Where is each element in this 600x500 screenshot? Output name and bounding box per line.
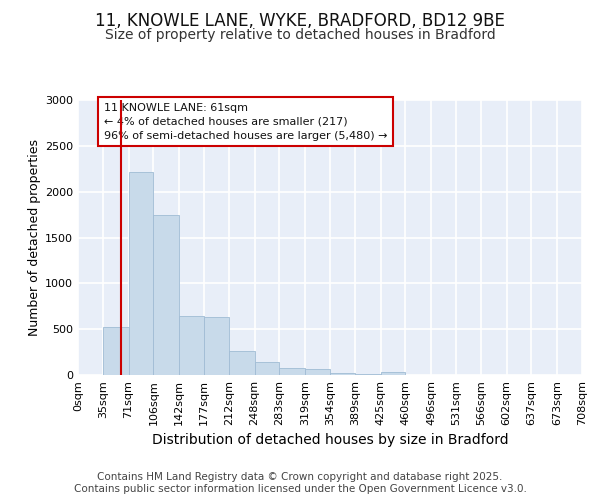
Bar xyxy=(128,172,154,375)
Bar xyxy=(229,351,254,375)
Bar xyxy=(154,214,179,375)
Bar xyxy=(355,374,380,375)
Bar xyxy=(103,328,128,375)
Text: Contains HM Land Registry data © Crown copyright and database right 2025.
Contai: Contains HM Land Registry data © Crown c… xyxy=(74,472,526,494)
X-axis label: Distribution of detached houses by size in Bradford: Distribution of detached houses by size … xyxy=(152,434,508,448)
Bar xyxy=(305,368,330,375)
Bar xyxy=(254,362,280,375)
Text: 11, KNOWLE LANE, WYKE, BRADFORD, BD12 9BE: 11, KNOWLE LANE, WYKE, BRADFORD, BD12 9B… xyxy=(95,12,505,30)
Bar xyxy=(330,373,355,375)
Bar xyxy=(380,372,406,375)
Bar xyxy=(179,316,204,375)
Bar xyxy=(204,317,229,375)
Text: 11 KNOWLE LANE: 61sqm
← 4% of detached houses are smaller (217)
96% of semi-deta: 11 KNOWLE LANE: 61sqm ← 4% of detached h… xyxy=(104,103,387,141)
Bar xyxy=(280,368,305,375)
Y-axis label: Number of detached properties: Number of detached properties xyxy=(28,139,41,336)
Text: Size of property relative to detached houses in Bradford: Size of property relative to detached ho… xyxy=(104,28,496,42)
